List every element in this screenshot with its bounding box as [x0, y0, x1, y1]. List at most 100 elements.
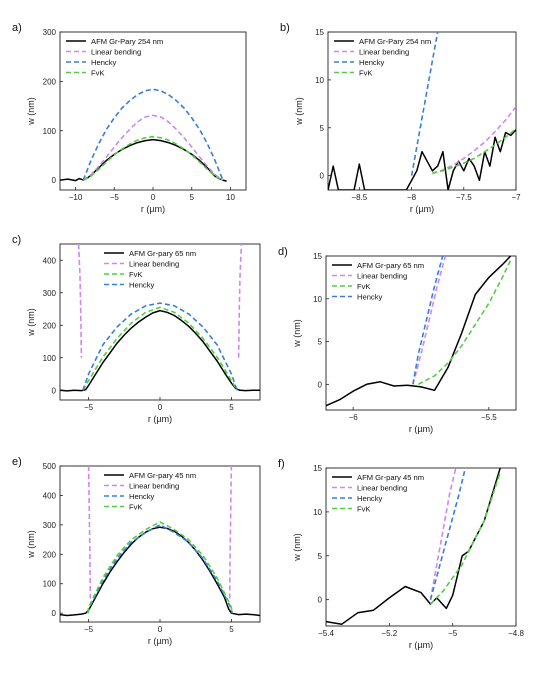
panel-label: a)	[12, 22, 22, 34]
y-tick-label: 15	[313, 252, 322, 261]
x-tick-label: −5.2	[381, 629, 397, 638]
y-tick-label: 5	[318, 338, 323, 347]
series-line-linear-bending	[87, 466, 92, 599]
legend-entry: AFM Gr-Pary 254 nm	[91, 37, 163, 46]
y-tick-label: 100	[43, 354, 57, 363]
y-tick-label: 400	[43, 491, 57, 500]
legend-entry: FvK	[357, 504, 371, 513]
x-axis-label: r (µm)	[409, 424, 433, 434]
plot-frame	[325, 255, 517, 411]
y-tick-label: 0	[52, 386, 57, 395]
legend-entry: Linear bending	[359, 47, 409, 56]
y-tick-label: 0	[52, 609, 57, 618]
y-tick-label: 15	[315, 28, 324, 37]
x-tick-label: 5	[229, 403, 234, 412]
legend-entry: AFM Gr-Pary 254 nm	[359, 37, 431, 46]
x-axis-label: r (µm)	[410, 204, 434, 214]
legend-entry: Linear bending	[129, 259, 179, 268]
series-line-fvk	[87, 521, 233, 614]
x-tick-label: 0	[158, 625, 163, 634]
series-line-hencky	[82, 302, 238, 391]
y-tick-label: 200	[43, 77, 57, 86]
legend-entry: AFM Gr-pary 65 nm	[357, 261, 424, 270]
y-tick-label: 10	[315, 76, 324, 85]
x-tick-label: −8	[407, 193, 417, 202]
x-tick-label: −5.4	[318, 629, 334, 638]
series-line-hencky	[87, 524, 233, 614]
series-line-fvk	[429, 472, 501, 605]
y-tick-label: 5	[320, 124, 325, 133]
y-axis-label: w (nm)	[26, 530, 36, 559]
y-tick-label: 0	[318, 380, 323, 389]
legend-entry: Hencky	[357, 494, 383, 503]
y-tick-label: 5	[318, 552, 323, 561]
y-tick-label: 300	[43, 28, 57, 37]
y-tick-label: 0	[52, 176, 57, 185]
panel-f: −5.4 −5.2 −5 −4.8 0 5 10 15 r (µm) w (nm) f) AFM Gr…	[278, 458, 524, 650]
x-tick-label: −5	[448, 629, 458, 638]
y-tick-label: 100	[43, 580, 57, 589]
legend-entry: Hencky	[359, 58, 385, 67]
x-tick-label: −5	[84, 403, 94, 412]
panel-label: d)	[278, 246, 288, 258]
series-line-afm-gr-pary-45-nm	[326, 468, 501, 625]
x-tick-label: −7	[511, 193, 521, 202]
y-tick-label: 400	[43, 256, 57, 265]
legend-entry: Linear bending	[357, 483, 407, 492]
legend-entry: FvK	[129, 502, 143, 511]
legend-entry: AFM Gr-pary 65 nm	[129, 249, 196, 258]
x-tick-label: −10	[69, 193, 83, 202]
plot-frame	[325, 467, 517, 627]
x-tick-label: 0	[158, 403, 163, 412]
plot-frame	[327, 31, 517, 191]
legend-entry: AFM Gr-pary 45 nm	[129, 471, 196, 480]
x-axis-label: r (µm)	[148, 636, 172, 646]
series-line-linear-bending	[412, 256, 447, 385]
series-line-hencky	[412, 256, 444, 385]
legend-entry: Linear bending	[91, 47, 141, 56]
x-axis-label: r (µm)	[141, 204, 165, 214]
series-line-hencky	[82, 88, 224, 181]
series-line-afm-gr-pary-65-nm	[60, 309, 260, 392]
panel-b: −8.5 −8 −7.5 −7 0 5 10 15 r (µm) w (nm) b) AFM Gr-P…	[280, 22, 521, 214]
series-line-fvk	[82, 306, 238, 391]
series-line-fvk	[417, 259, 512, 386]
y-axis-label: w (nm)	[292, 533, 302, 562]
legend-entry: FvK	[91, 68, 105, 77]
y-axis-label: w (nm)	[294, 97, 304, 126]
legend-entry: Hencky	[129, 280, 155, 289]
legend-entry: AFM Gr-pary 45 nm	[357, 473, 424, 482]
panel-label: b)	[280, 22, 290, 34]
legend-entry: Linear bending	[357, 271, 407, 280]
y-tick-label: 100	[43, 127, 57, 136]
panel-label: c)	[12, 234, 21, 246]
legend-entry: Hencky	[357, 292, 383, 301]
x-axis-label: r (µm)	[148, 414, 172, 424]
legend-entry: Hencky	[91, 58, 117, 67]
y-tick-label: 0	[318, 596, 323, 605]
y-tick-label: 300	[43, 521, 57, 530]
legend-entry: Hencky	[129, 492, 155, 501]
y-tick-label: 200	[43, 550, 57, 559]
x-tick-label: −5	[110, 193, 120, 202]
series-line-linear-bending	[429, 468, 457, 600]
series-line-hencky	[410, 32, 439, 176]
series-line-linear-bending	[82, 114, 224, 181]
y-tick-label: 10	[313, 295, 322, 304]
y-tick-label: 500	[43, 462, 57, 471]
x-tick-label: −5.5	[481, 413, 497, 422]
series-line-fvk	[82, 135, 224, 181]
series-line-linear-bending	[77, 244, 83, 358]
y-axis-label: w (nm)	[26, 308, 36, 337]
panel-d: −6 −5.5 0 5 10 15 r (µm) w (nm) d) AFM Gr-pary 65…	[278, 246, 517, 434]
panel-label: f)	[278, 458, 285, 470]
x-tick-label: −8.5	[351, 193, 367, 202]
